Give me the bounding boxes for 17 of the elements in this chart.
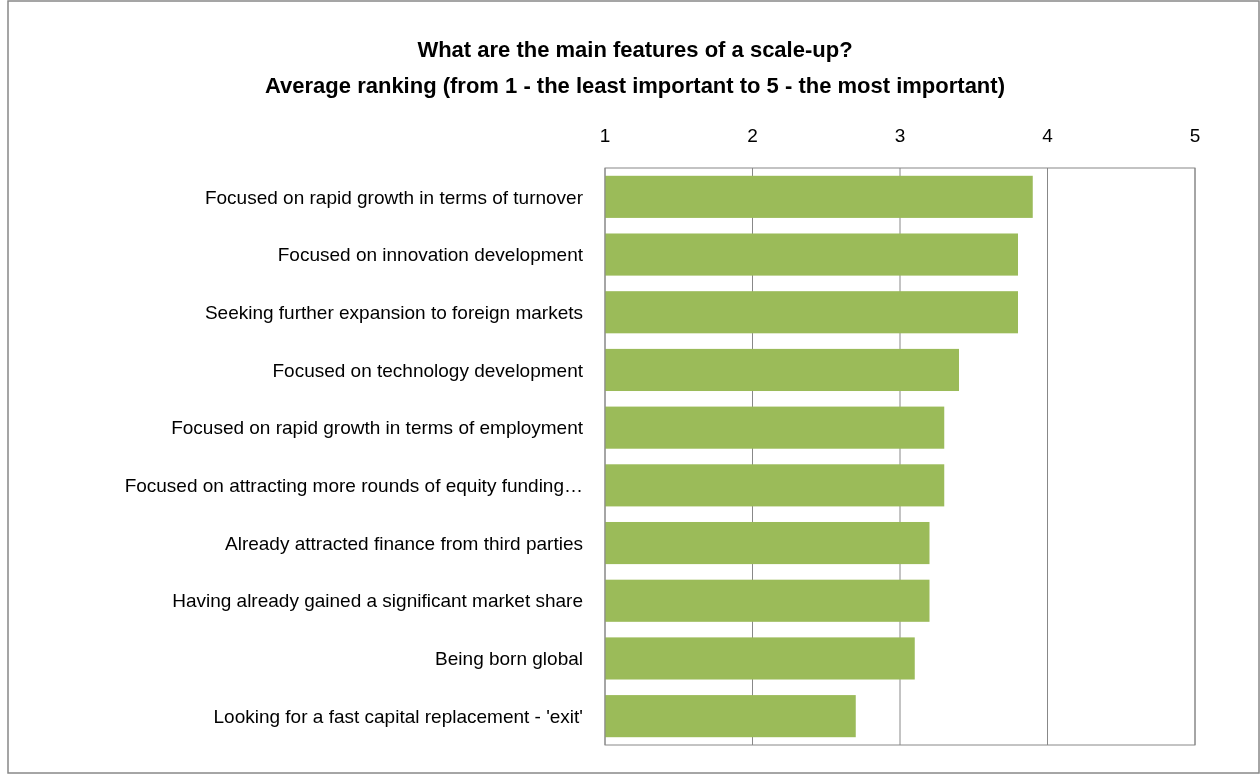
x-tick-label: 2: [747, 125, 758, 146]
chart-title: What are the main features of a scale-up?: [417, 37, 853, 62]
y-tick-label: Focused on rapid growth in terms of turnover: [204, 186, 584, 208]
y-tick-label: Focused on rapid growth in terms of employment: [171, 417, 584, 439]
y-tick-label: Seeking further expansion to foreign markets: [204, 301, 583, 323]
x-tick-label: 3: [894, 125, 906, 146]
y-tick-label: Focused on attracting more rounds of equity funding…: [124, 475, 583, 496]
y-tick-label: Already attracted finance from third parties: [224, 532, 583, 554]
y-tick-label: Focused on innovation development: [277, 244, 584, 266]
chart-subtitle: Average ranking (from 1 - the least important to 5 - the most important): [265, 73, 1005, 98]
y-tick-label: Having already gained a significant market share: [172, 590, 583, 612]
x-tick-label: 1: [599, 125, 611, 146]
y-tick-label: Being born global: [435, 648, 583, 670]
x-tick-label: 4: [1042, 125, 1054, 146]
y-tick-label: Focused on technology development: [272, 359, 584, 381]
x-tick-label: 5: [1189, 125, 1201, 146]
y-tick-label: Looking for a fast capital replacement - 'exit': [213, 705, 583, 727]
